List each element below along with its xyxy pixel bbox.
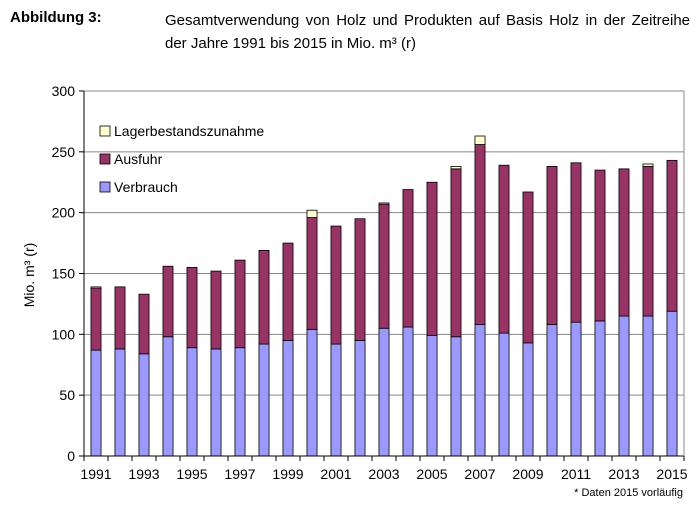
bar-segment-ausfuhr-2006 [450,168,462,338]
bar-segment-ausfuhr-1991 [90,287,102,351]
bar-segment-ausfuhr-1996 [210,270,222,350]
x-tick-label: 2005 [416,466,447,482]
bar-segment-ausfuhr-2004 [402,189,414,328]
bar-segment-ausfuhr-2012 [594,169,606,322]
x-tick-label: 1999 [272,466,303,482]
bar-segment-ausfuhr-1999 [282,242,294,341]
x-tick-label: 2015 [656,466,687,482]
x-tick-label: 2003 [368,466,399,482]
bar-segment-verbrauch-2002 [354,340,366,457]
legend-swatch-verbrauch [99,181,111,193]
bar-segment-verbrauch-2010 [546,324,558,457]
bar-segment-ausfuhr-1994 [162,265,174,338]
bar-segment-verbrauch-2006 [450,336,462,457]
bar-segment-ausfuhr-2000 [306,217,318,330]
bar-segment-verbrauch-2003 [378,327,390,457]
y-tick-label: 200 [52,205,76,221]
bar-segment-ausfuhr-1992 [114,286,126,350]
bar-segment-ausfuhr-2007 [474,144,486,326]
bar-segment-ausfuhr-2008 [498,164,510,334]
bars [90,135,678,457]
bar-segment-verbrauch-1992 [114,348,126,457]
bar-segment-verbrauch-2001 [330,343,342,457]
bar-segment-ausfuhr-1998 [258,249,270,345]
bar-segment-lagerbestandszunahme-2007 [474,135,486,145]
bar-segment-ausfuhr-2001 [330,225,342,345]
figure-label: Abbildung 3: [10,9,102,26]
bar-segment-verbrauch-2015 [666,310,678,457]
bar-segment-verbrauch-1994 [162,336,174,457]
bar-segment-ausfuhr-1995 [186,267,198,349]
y-tick-label: 300 [52,83,76,99]
bar-segment-verbrauch-2011 [570,321,582,457]
bar-segment-verbrauch-1995 [186,347,198,457]
bar-segment-lagerbestandszunahme-1991 [90,286,102,289]
bar-segment-verbrauch-2000 [306,329,318,457]
bar-segment-verbrauch-2012 [594,320,606,457]
bar-segment-ausfuhr-2015 [666,159,678,312]
bar-segment-ausfuhr-1997 [234,259,246,349]
y-tick-label: 0 [67,448,75,464]
bar-segment-ausfuhr-2014 [642,166,654,317]
x-tick-label: 1993 [128,466,159,482]
bar-segment-verbrauch-1993 [138,353,150,457]
y-tick-label: 100 [52,326,76,342]
y-tick-labels: 0 50 100 150 200 250 300 [52,83,76,464]
y-tick-label: 250 [52,144,76,160]
x-tick-label: 1997 [224,466,255,482]
bar-segment-verbrauch-2013 [618,315,630,457]
bar-segment-ausfuhr-2010 [546,166,558,326]
bar-segment-ausfuhr-2013 [618,168,630,317]
bar-segment-verbrauch-2007 [474,324,486,457]
legend-swatch-ausfuhr [99,153,111,165]
legend: Lagerbestandszunahme Ausfuhr Verbrauch [99,123,264,195]
bar-segment-verbrauch-1996 [210,348,222,457]
bar-segment-verbrauch-1998 [258,343,270,457]
bar-segment-verbrauch-2009 [522,342,534,457]
x-tick-label: 1991 [80,466,111,482]
legend-label-ausfuhr: Ausfuhr [114,151,163,167]
y-tick-label: 50 [59,387,75,403]
x-tick-labels: 1991 1993 1995 1997 1999 2001 2003 2005 2007 2009… [80,456,688,482]
bar-segment-verbrauch-1991 [90,349,102,457]
bar-segment-ausfuhr-2003 [378,203,390,329]
y-tick-label: 150 [52,266,76,282]
bar-segment-verbrauch-2005 [426,335,438,457]
x-tick-label: 2007 [464,466,495,482]
legend-label-lagerbestandszunahme: Lagerbestandszunahme [114,123,264,139]
bar-segment-lagerbestandszunahme-2014 [642,163,654,167]
bar-segment-lagerbestandszunahme-2003 [378,202,390,205]
x-tick-label: 2001 [320,466,351,482]
x-tick-label: 2011 [561,466,591,482]
axes [83,91,685,457]
y-axis-label: Mio. m³ (r) [21,243,37,308]
bar-segment-verbrauch-2004 [402,326,414,457]
bar-segment-ausfuhr-2002 [354,218,366,341]
x-tick-label: 2013 [608,466,639,482]
bar-segment-lagerbestandszunahme-2000 [306,209,318,218]
bar-segment-verbrauch-1997 [234,347,246,457]
x-tick-label: 2009 [512,466,543,482]
figure-caption: Gesamtverwendung von Holz und Produkten … [165,12,690,52]
bar-segment-ausfuhr-1993 [138,293,150,355]
footnote: * Daten 2015 vorläufig [574,487,683,499]
bar-segment-ausfuhr-2011 [570,162,582,323]
legend-label-verbrauch: Verbrauch [114,179,178,195]
bar-segment-lagerbestandszunahme-2006 [450,166,462,170]
bar-segment-verbrauch-1999 [282,340,294,457]
bar-segment-ausfuhr-2009 [522,191,534,344]
legend-swatch-lagerbestandszunahme [99,125,111,137]
bar-segment-ausfuhr-2005 [426,181,438,336]
x-tick-label: 1995 [176,466,207,482]
bar-segment-verbrauch-2014 [642,315,654,457]
bar-segment-verbrauch-2008 [498,332,510,457]
